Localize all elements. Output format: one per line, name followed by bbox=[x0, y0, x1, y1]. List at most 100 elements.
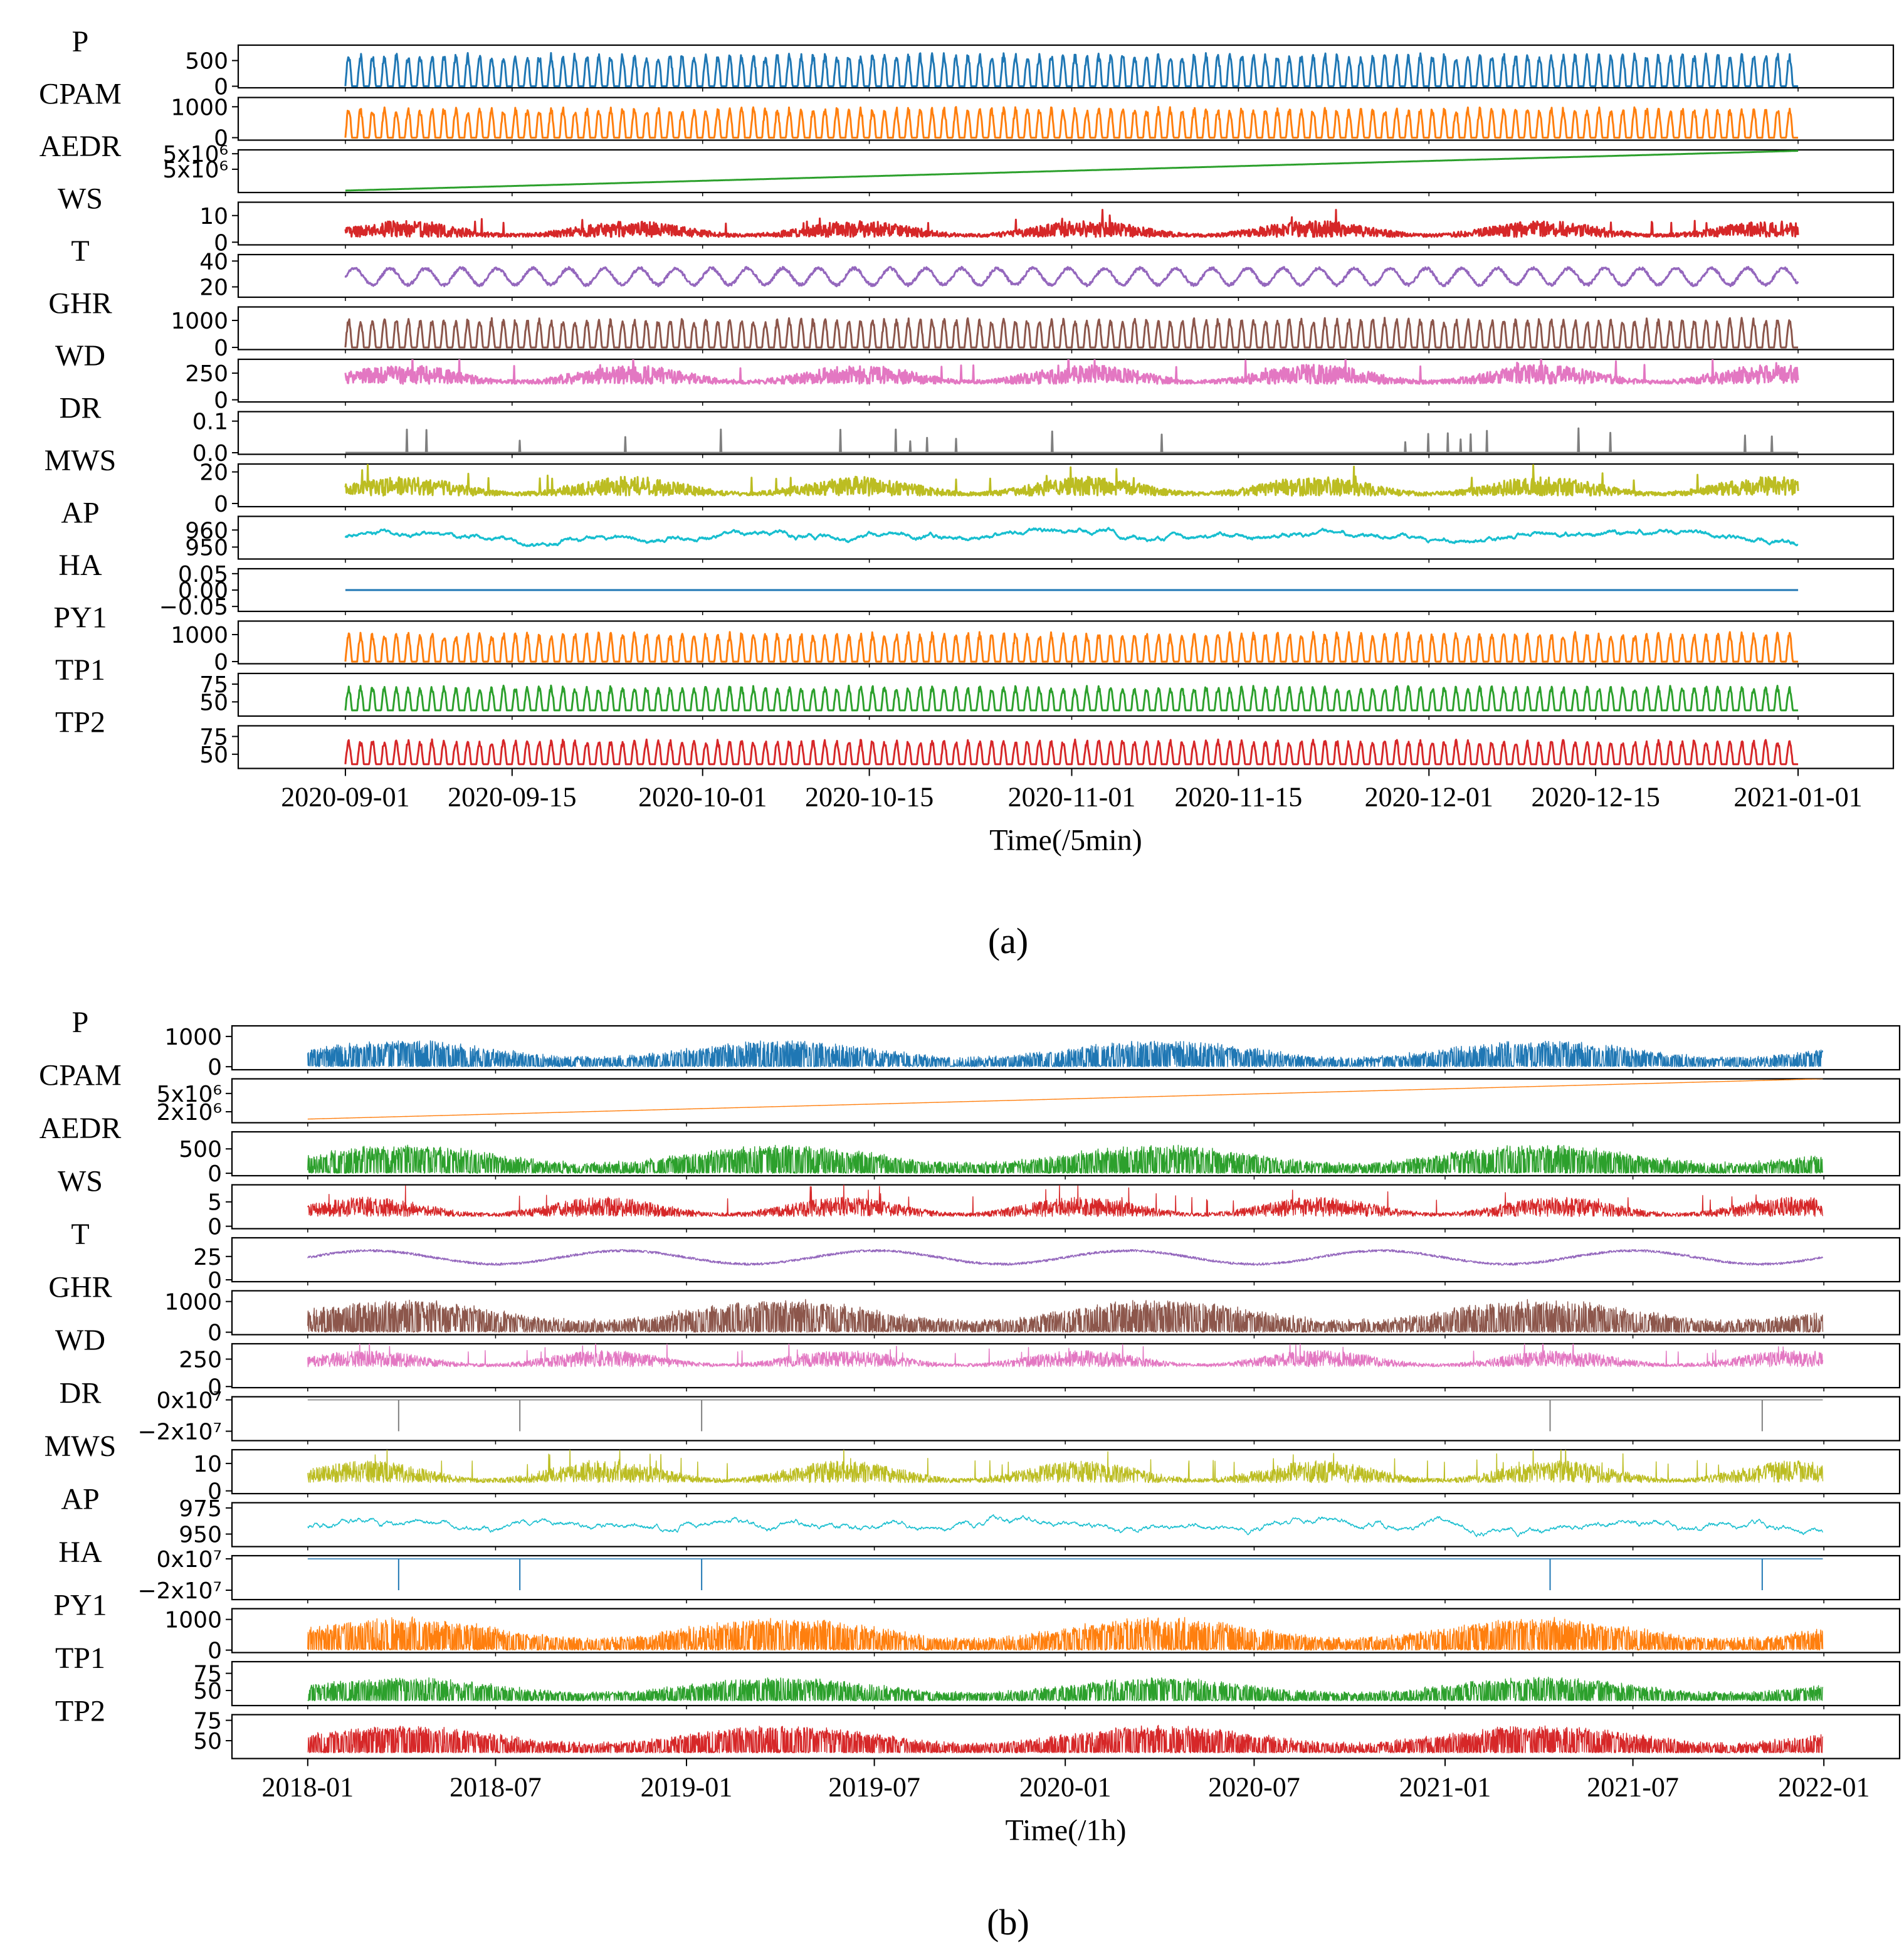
panel-b-aedr-series-label: AEDR bbox=[39, 1112, 122, 1145]
panel-a-tp2-series-label: TP2 bbox=[55, 706, 105, 739]
panel-a-tp1-ytick-label-0: 75 bbox=[199, 672, 228, 698]
panel-a-wd-ytick-label-1: 0 bbox=[214, 388, 228, 414]
panel-a-p-ytick-label-0: 500 bbox=[185, 49, 228, 75]
panel-b-xtick-label-4: 2020-01 bbox=[1019, 1772, 1112, 1803]
panel-b-p-subplot: P 1000 0 bbox=[72, 1006, 1901, 1080]
panel-a-aedr-series-line bbox=[345, 150, 1799, 192]
panel-a-mws-subplot: MWS 20 0 bbox=[45, 444, 1895, 517]
panel-b-tp1-series-label: TP1 bbox=[55, 1642, 105, 1675]
panel-b-cpam-ytick-label-0: 5x10⁶ bbox=[157, 1082, 222, 1107]
panel-b-xtick-label-0: 2018-01 bbox=[262, 1772, 354, 1803]
panel-b-cpam-series-line bbox=[307, 1079, 1823, 1120]
panel-b-t-ytick-label-1: 0 bbox=[208, 1268, 222, 1294]
panel-a-py1-ytick-label-0: 1000 bbox=[171, 623, 228, 648]
panel-a-dr-ytick-label-0: 0.1 bbox=[192, 409, 228, 435]
panel-b-dr-axes-frame bbox=[231, 1396, 1901, 1442]
panel-b-tp1-ytick-label-0: 75 bbox=[193, 1662, 222, 1687]
panel-a-tp2-ytick-label-1: 50 bbox=[199, 742, 228, 768]
panel-a-ghr-ytick-label-0: 1000 bbox=[171, 309, 228, 334]
panel-a-dr-series-line bbox=[345, 427, 1799, 454]
panel-b-tp1-series-line bbox=[307, 1676, 1824, 1702]
panel-a-t-ytick-label-1: 20 bbox=[199, 275, 228, 301]
panel-b-xlabel: Time(/1h) bbox=[1006, 1814, 1127, 1847]
panel-a-ap-series-line bbox=[344, 527, 1799, 547]
panel-a-cpam-series-label: CPAM bbox=[39, 78, 122, 111]
panel-b-aedr-axes-frame bbox=[231, 1131, 1901, 1177]
panel-b-ghr-ytick-label-1: 0 bbox=[208, 1321, 222, 1346]
panel-b-dr-series-label: DR bbox=[60, 1377, 102, 1410]
panel-b-t-ytick-label-0: 25 bbox=[193, 1245, 222, 1270]
panel-a-tp1-series-line bbox=[344, 684, 1799, 712]
panel-a-mws-series-label: MWS bbox=[45, 444, 117, 477]
panel-a-tp1-axes-frame bbox=[237, 672, 1895, 717]
panel-b-py1-subplot: PY1 1000 0 bbox=[53, 1589, 1901, 1664]
panel-a-ha-series-label: HA bbox=[58, 549, 102, 582]
panel-a-ws-ytick-label-0: 10 bbox=[199, 204, 228, 229]
panel-a-xtick-label-2: 2020-10-01 bbox=[638, 782, 767, 813]
panel-a-p-axes-frame bbox=[237, 44, 1895, 89]
panel-a-ap-axes-frame bbox=[237, 515, 1895, 560]
panel-b-ghr-axes-frame bbox=[231, 1290, 1901, 1336]
panel-b-py1-ytick-label-0: 1000 bbox=[164, 1608, 222, 1633]
panel-a-t-axes-frame bbox=[237, 253, 1895, 298]
panel-b-tp2-ytick-label-0: 75 bbox=[193, 1709, 222, 1734]
panel-a-ws-subplot: WS 100 bbox=[58, 182, 1895, 256]
panel-b-xtick-label-5: 2020-07 bbox=[1208, 1772, 1300, 1803]
panel-b-tp2-series-line bbox=[307, 1724, 1824, 1754]
panel-b-ghr-series-line bbox=[307, 1299, 1824, 1333]
panel-b-ws-ytick-label-0: 5 bbox=[208, 1190, 222, 1216]
panel-b-ap-ytick-label-0: 975 bbox=[179, 1496, 222, 1522]
panel-a-ap-ytick-label-0: 960 bbox=[185, 518, 228, 544]
panel-b-p-ytick-label-1: 0 bbox=[208, 1055, 222, 1080]
panel-b-ap-series-label: AP bbox=[61, 1483, 99, 1516]
panel-b-cpam-ytick-label-1: 2x10⁶ bbox=[157, 1100, 222, 1126]
panel-a-xlabel: Time(/5min) bbox=[989, 824, 1142, 857]
panel-a-xtick-label-0: 2020-09-01 bbox=[281, 782, 409, 813]
panel-b-p-series-line bbox=[307, 1040, 1824, 1067]
panel-a-aedr-series-label: AEDR bbox=[39, 130, 122, 163]
panel-b-p-ytick-label-0: 1000 bbox=[164, 1025, 222, 1050]
panel-b-ws-ytick-label-1: 0 bbox=[208, 1215, 222, 1240]
panel-b-py1-axes-frame bbox=[231, 1608, 1901, 1654]
panel-b-ha-subplot: HA 0x10⁷ −2x10⁷ bbox=[58, 1536, 1901, 1604]
panel-b-ha-ytick-label-1: −2x10⁷ bbox=[137, 1578, 222, 1604]
panel-a-mws-ytick-label-0: 20 bbox=[199, 460, 228, 486]
panel-b-dr-ytick-label-0: 0x10⁷ bbox=[157, 1388, 222, 1414]
panel-a-t-series-line bbox=[344, 265, 1799, 288]
panel-a-aedr-ytick-label-0: 5x10⁶ bbox=[163, 142, 228, 167]
panel-b-cpam-series-label: CPAM bbox=[39, 1059, 122, 1092]
panel-a-ghr-ytick-label-1: 0 bbox=[214, 335, 228, 361]
panel-a-xtick-label-5: 2020-11-15 bbox=[1175, 782, 1303, 813]
panel-a-dr-series-label: DR bbox=[60, 392, 102, 425]
panel-a-dr-ytick-label-1: 0.0 bbox=[192, 441, 228, 467]
panel-b-mws-subplot: MWS 100 bbox=[45, 1430, 1901, 1505]
panel-b-py1-series-line bbox=[307, 1616, 1824, 1651]
panel-b-cpam-axes-frame bbox=[231, 1078, 1901, 1124]
panel-b-aedr-ytick-label-1: 0 bbox=[208, 1161, 222, 1187]
panel-b-caption: (b) bbox=[987, 1902, 1029, 1943]
panel-b-xtick-label-6: 2021-01 bbox=[1399, 1772, 1491, 1803]
panel-a-tp2-series-line bbox=[344, 738, 1799, 766]
panel-b-dr-subplot: DR 0x10⁷ −2x10⁷ bbox=[60, 1377, 1901, 1445]
panel-a-wd-ytick-label-0: 250 bbox=[185, 361, 228, 387]
panel-a-tp1-ytick-label-1: 50 bbox=[199, 690, 228, 715]
panel-a-xtick-label-4: 2020-11-01 bbox=[1008, 782, 1136, 813]
panel-a-cpam-series-line bbox=[344, 105, 1799, 139]
panel-a-dr-subplot: DR 0.1 0.0 bbox=[60, 392, 1895, 467]
panel-a-py1-ytick-label-1: 0 bbox=[214, 650, 228, 675]
panel-a-ha-subplot: HA 0.050.00−0.05 bbox=[58, 549, 1895, 620]
panel-a-xtick-label-1: 2020-09-15 bbox=[448, 782, 576, 813]
panel-b-ghr-series-label: GHR bbox=[48, 1271, 112, 1304]
